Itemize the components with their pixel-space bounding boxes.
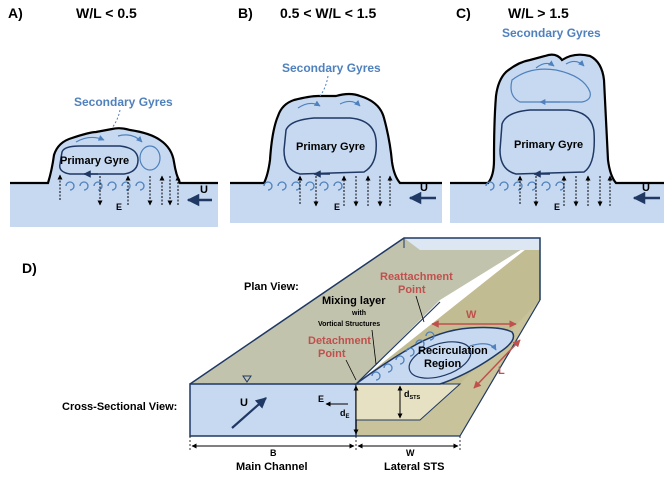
reattachment-label-2: Point — [398, 284, 426, 296]
water-level-icon — [242, 375, 252, 383]
panel-a-letter: A) — [8, 5, 23, 21]
panel-a-secondary-label: Secondary Gyres — [74, 95, 173, 109]
recirculation-label-2: Region — [424, 358, 462, 370]
plan-view-label: Plan View: — [244, 281, 299, 293]
panel-c-e-label: E — [554, 202, 560, 212]
panel-b-vortices — [263, 181, 343, 191]
panel-c-primary-gyre — [499, 109, 596, 175]
de-label: dE — [340, 408, 350, 420]
panel-b-primary-gyre — [283, 117, 377, 175]
panel-b-condition: 0.5 < W/L < 1.5 — [280, 5, 376, 21]
panel-c-primary-label: Primary Gyre — [514, 139, 583, 151]
panel-c: C) W/L > 1.5 Secondary Gyres Primary Gyr… — [450, 5, 664, 223]
panel-a-channel — [10, 183, 218, 227]
mixing-layer-vortices — [371, 331, 435, 381]
panel-c-letter: C) — [456, 5, 471, 21]
mixing-layer-label-2: with — [351, 310, 366, 317]
mixing-layer-label-1: Mixing layer — [322, 295, 386, 307]
panel-b-channel — [230, 183, 442, 223]
e-label: E — [318, 394, 324, 404]
main-channel-surface — [190, 238, 540, 384]
main-channel-label: Main Channel — [236, 461, 308, 473]
panel-b-e-label: E — [334, 202, 340, 212]
l-red-label: L — [498, 365, 505, 377]
b-label: B — [270, 448, 277, 458]
panel-a-exchange-arrows — [57, 174, 181, 206]
panel-a-u-label: U — [200, 184, 208, 196]
panel-c-u-label: U — [642, 182, 650, 194]
lateral-sts-label: Lateral STS — [384, 461, 445, 473]
w-bottom-label: W — [406, 448, 415, 458]
panel-c-condition: W/L > 1.5 — [508, 5, 569, 21]
mixing-layer-label-3: Vortical Structures — [318, 321, 380, 328]
panel-b-exchange-arrows — [297, 175, 393, 207]
detachment-label-1: Detachment — [308, 335, 371, 347]
panel-b: B) 0.5 < W/L < 1.5 Secondary Gyres Prima… — [230, 5, 442, 223]
panel-a-primary-label: Primary Gyre — [60, 155, 129, 167]
panel-a-condition: W/L < 0.5 — [76, 5, 137, 21]
panel-a-primary-gyre — [58, 145, 139, 175]
panel-d: D) Plan View: Cross-Sectional View: Reat… — [22, 237, 541, 473]
panel-b-u-label: U — [420, 182, 428, 194]
panel-a-cavity — [10, 127, 218, 185]
panel-c-secondary-label: Secondary Gyres — [502, 26, 601, 40]
panel-a: A) W/L < 0.5 Secondary Gyres Primary Gyr… — [8, 5, 218, 227]
recirculation-label-1: Recirculation — [418, 345, 488, 357]
panel-b-secondary-label: Secondary Gyres — [282, 61, 381, 75]
reattachment-label-1: Reattachment — [380, 271, 453, 283]
panel-a-secondary-gyre — [139, 145, 161, 171]
cross-section-main — [189, 383, 357, 437]
dsts-label: dSTS — [404, 389, 421, 401]
w-red-label: W — [466, 309, 477, 321]
panel-c-secondary-gyre — [510, 68, 591, 103]
panel-c-exchange-arrows — [517, 175, 613, 207]
panel-c-channel — [450, 183, 664, 223]
panel-b-cavity — [230, 92, 442, 185]
u-label: U — [240, 397, 248, 409]
panel-d-letter: D) — [22, 260, 37, 276]
panel-a-e-label: E — [116, 202, 122, 212]
cross-section-label: Cross-Sectional View: — [62, 401, 177, 413]
panel-b-primary-label: Primary Gyre — [296, 141, 365, 153]
flow-arrow-u — [231, 397, 267, 429]
panel-b-letter: B) — [238, 5, 253, 21]
dimension-l-red — [473, 339, 521, 389]
detachment-label-2: Point — [318, 348, 346, 360]
panel-a-vortices — [65, 181, 145, 191]
panel-c-cavity — [450, 53, 664, 185]
recirculation-gyre — [408, 341, 472, 379]
